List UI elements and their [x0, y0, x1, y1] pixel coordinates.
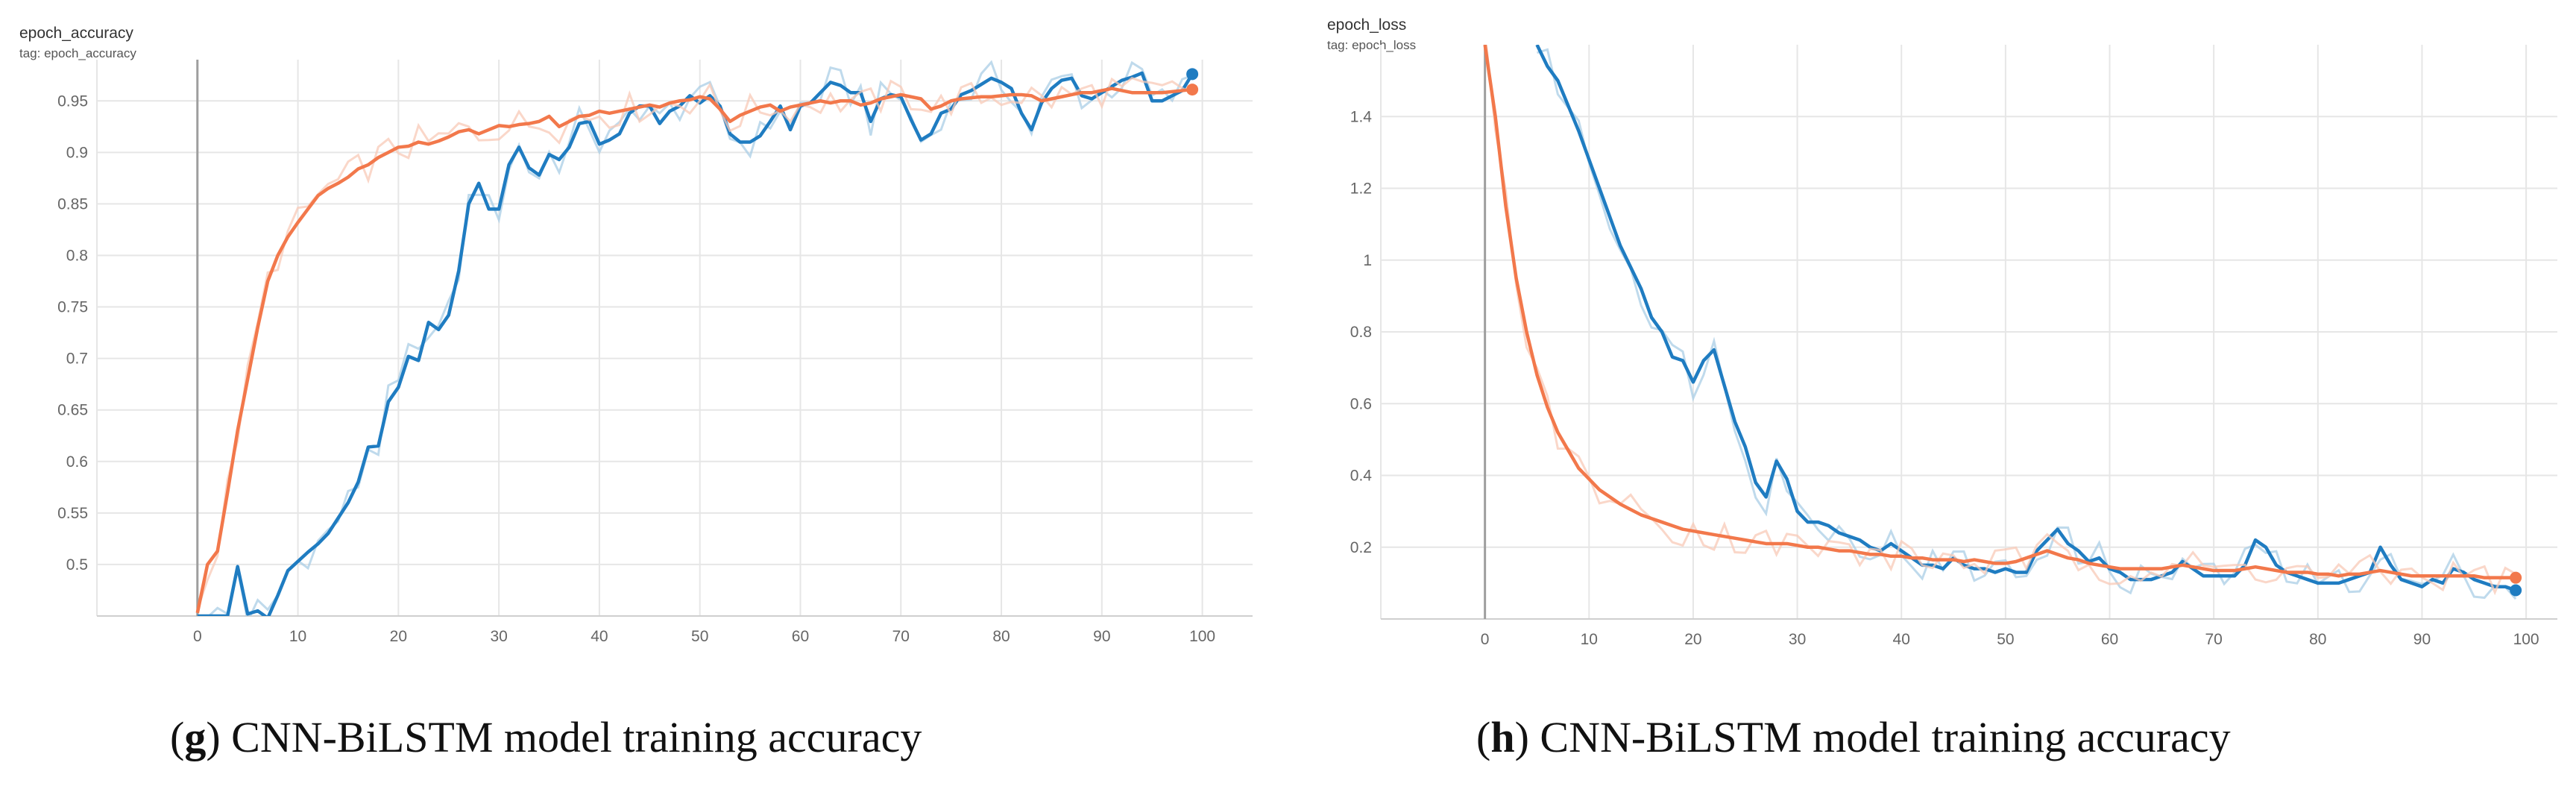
loss-chart-panel: epoch_loss tag: epoch_loss 0.2 0.4 0.6 0.8 1… — [1312, 0, 2576, 792]
series-line — [1535, 45, 2516, 592]
y-tick-label: 0.9 — [66, 144, 88, 161]
x-tick-label: 100 — [2513, 631, 2539, 648]
y-tick-label: 0.6 — [66, 453, 88, 471]
x-tick-label: 30 — [490, 628, 507, 645]
y-tick-label: 0.65 — [57, 402, 88, 419]
x-tick-label: 70 — [2205, 631, 2222, 648]
series-end-point — [1186, 84, 1199, 96]
y-tick-label: 1 — [1363, 252, 1372, 269]
accuracy-chart: 0.5 0.55 0.6 0.65 0.7 0.75 0.8 0.85 0.9 0.95 0 10 20… — [57, 60, 1253, 645]
x-tick-label: 10 — [1581, 631, 1598, 648]
x-tick-label: 50 — [1997, 631, 2014, 648]
caption-letter: h — [1490, 713, 1515, 761]
raw-series-line — [1537, 48, 2517, 600]
y-tick-label: 0.7 — [66, 351, 88, 368]
x-tick-label: 0 — [193, 628, 202, 645]
x-tick-label: 20 — [390, 628, 407, 645]
series-line — [197, 71, 1194, 616]
x-tick-label: 60 — [2101, 631, 2118, 648]
caption-text: CNN-BiLSTM model training accuracy — [220, 713, 922, 761]
caption-text: CNN-BiLSTM model training accuracy — [1528, 713, 2231, 761]
x-tick-label: 90 — [1093, 628, 1110, 645]
raw-series-line — [1485, 45, 2516, 596]
caption-letter: g — [184, 713, 207, 761]
y-tick-label: 1.2 — [1350, 180, 1372, 198]
x-tick-label: 70 — [892, 628, 910, 645]
x-tick-label: 90 — [2413, 631, 2431, 648]
y-tick-label: 0.75 — [57, 299, 88, 316]
series-end-point — [2510, 571, 2522, 584]
series-line — [1483, 45, 2516, 579]
series-line — [195, 87, 1193, 614]
y-tick-label: 0.6 — [1350, 395, 1372, 412]
y-tick-label: 0.8 — [66, 247, 88, 264]
chart-title: epoch_accuracy — [19, 25, 133, 42]
chart-title: epoch_loss — [1327, 16, 1407, 34]
x-tick-label: 40 — [1893, 631, 1910, 648]
y-tick-label: 0.4 — [1350, 468, 1373, 485]
x-tick-label: 50 — [691, 628, 708, 645]
y-tick-label: 0.5 — [66, 556, 88, 573]
raw-series-line — [207, 60, 1193, 616]
x-tick-label: 10 — [289, 628, 306, 645]
x-tick-label: 0 — [1481, 631, 1490, 648]
y-tick-label: 0.85 — [57, 195, 88, 213]
y-tick-label: 0.2 — [1350, 539, 1372, 556]
loss-chart: 0.2 0.4 0.6 0.8 1 1.2 1.4 0 10 20 30 40 50 60 70 80 90 10… — [1350, 45, 2557, 648]
y-tick-label: 0.95 — [57, 92, 88, 110]
x-tick-label: 80 — [992, 628, 1010, 645]
x-tick-label: 30 — [1789, 631, 1806, 648]
y-tick-label: 0.8 — [1350, 324, 1372, 341]
x-tick-label: 40 — [591, 628, 608, 645]
chart-tag: tag: epoch_loss — [1327, 38, 1417, 52]
x-tick-label: 20 — [1684, 631, 1701, 648]
figure-caption: (g) CNN-BiLSTM model training accuracy — [170, 713, 922, 761]
figure-caption: (h) CNN-BiLSTM model training accuracy — [1476, 713, 2231, 761]
series-end-point — [2510, 584, 2522, 597]
x-tick-label: 80 — [2309, 631, 2326, 648]
series-end-point — [1186, 68, 1199, 81]
chart-tag: tag: epoch_accuracy — [19, 46, 136, 60]
x-tick-label: 100 — [1189, 628, 1215, 645]
x-tick-label: 60 — [792, 628, 809, 645]
y-tick-label: 1.4 — [1350, 108, 1373, 125]
accuracy-chart-panel: epoch_accuracy tag: epoch_accuracy 0.5 0.… — [0, 0, 1267, 792]
y-tick-label: 0.55 — [57, 505, 88, 522]
raw-series-line — [196, 77, 1193, 611]
